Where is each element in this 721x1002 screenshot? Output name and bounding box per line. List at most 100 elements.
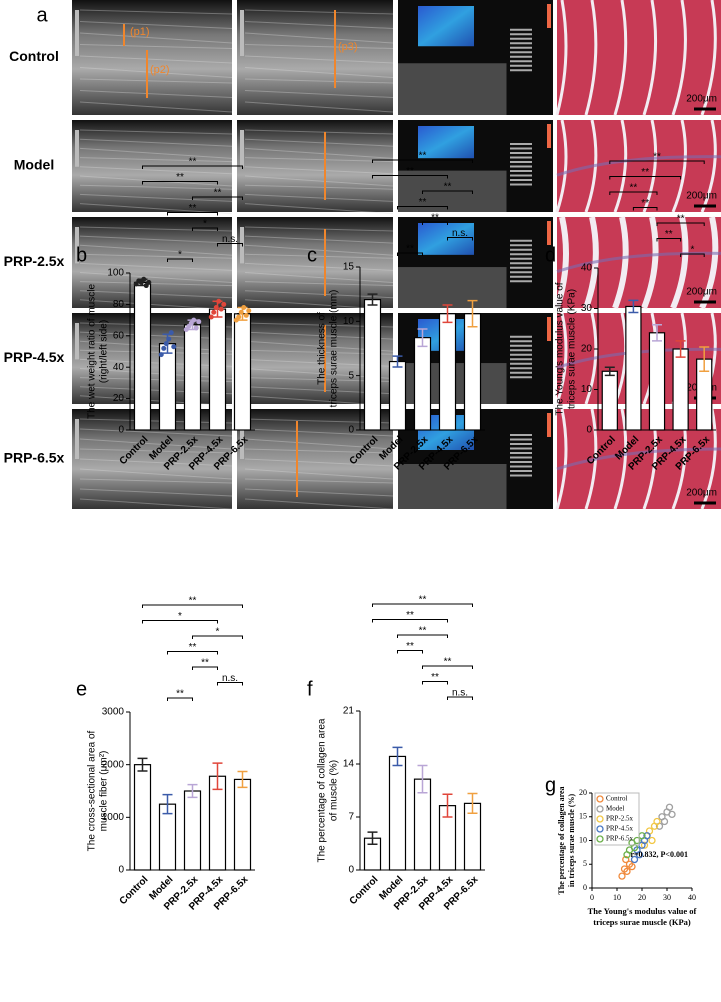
error-bar [187, 783, 198, 799]
significance-bracket [422, 665, 473, 669]
significance-bracket [372, 175, 448, 179]
error-bar [137, 278, 148, 287]
elasto-readout [510, 456, 532, 459]
significance-bracket [422, 681, 448, 685]
texture [79, 368, 233, 379]
panel-letter: g [545, 774, 556, 796]
significance-label: ** [189, 157, 197, 168]
row-label: Model [14, 157, 54, 173]
y-tick-label: 20 [113, 393, 125, 404]
elasto-readout [510, 474, 532, 477]
y-axis-label: The percentage of collagen area [557, 786, 566, 894]
elasto-readout [510, 60, 532, 63]
annotation: (p2) [150, 64, 170, 76]
row-label: PRP-6.5x [4, 450, 65, 466]
x-tick-label: 20 [638, 893, 646, 902]
scatter-point [630, 855, 639, 864]
significance-bracket [609, 191, 658, 195]
elasto-readout [510, 244, 532, 247]
texture [79, 193, 233, 202]
error-bar [392, 355, 403, 368]
texture [79, 184, 233, 190]
elasto-roi [418, 126, 474, 159]
bar [183, 790, 202, 871]
significance-label: ** [665, 229, 673, 240]
elasto-readout [510, 362, 532, 365]
fiber-gap [613, 0, 628, 116]
significance-label: ** [431, 213, 439, 224]
elasto-readout [510, 64, 532, 67]
significance-label: ** [419, 151, 427, 162]
texture [244, 21, 394, 29]
scale-bar-label: 200μm [686, 488, 717, 499]
legend-marker [596, 825, 604, 833]
scale-bar-label: 200μm [686, 94, 717, 105]
significance-label: ** [189, 642, 197, 653]
bar [388, 755, 407, 871]
fiber-gap [555, 312, 568, 405]
data-point [243, 312, 249, 318]
panel-letter: f [307, 678, 313, 700]
error-bar [652, 323, 662, 342]
data-point [236, 314, 242, 320]
significance-label: * [178, 250, 182, 261]
x-tick-label: Control [118, 874, 151, 907]
significance-label: ** [189, 596, 197, 607]
legend-marker [596, 835, 604, 843]
y-axis-label: The thickness of [317, 312, 328, 385]
data-point [218, 306, 224, 312]
bar [388, 360, 407, 431]
bar [413, 337, 432, 431]
elasto-bottom [398, 464, 507, 509]
texture [79, 395, 233, 407]
significance-label: ** [653, 152, 661, 163]
significance-label: n.s. [222, 673, 238, 684]
row-label: PRP-4.5x [4, 349, 65, 365]
y-tick-label: 80 [113, 299, 125, 310]
fiber-gap [699, 216, 719, 310]
data-point [211, 309, 217, 315]
panel-letter: c [307, 244, 317, 266]
legend-marker [596, 815, 604, 823]
significance-label: n.s. [222, 234, 238, 245]
significance-bracket [397, 206, 448, 210]
bar [625, 305, 642, 431]
elasto-readout [510, 170, 532, 172]
scatter-point [668, 810, 676, 819]
texture [79, 349, 233, 355]
elasto-readout [510, 371, 532, 374]
y-tick-label: 40 [581, 263, 593, 274]
texture [79, 458, 233, 467]
significance-bracket [656, 238, 682, 242]
significance-bracket [447, 696, 473, 700]
texture [244, 253, 394, 259]
legend-box [594, 792, 640, 846]
elasto-bottom [398, 63, 507, 115]
significance-bracket [192, 227, 218, 231]
elasto-readout [510, 465, 532, 468]
error-bar [417, 764, 428, 794]
texture [79, 488, 233, 497]
error-bar [237, 770, 248, 789]
elasto-readout [510, 376, 532, 379]
bar [208, 775, 227, 871]
texture [79, 226, 233, 232]
y-axis-label: of muscle (%) [329, 760, 340, 821]
texture [79, 55, 233, 64]
texture [244, 166, 394, 175]
texture [244, 272, 394, 283]
significance-bracket [422, 221, 448, 225]
elasto-readout [510, 33, 532, 36]
row-label: Control [9, 48, 59, 64]
significance-bracket [397, 650, 423, 654]
elasto-readout [510, 174, 532, 177]
significance-bracket [397, 252, 423, 256]
annotation: (p1) [130, 26, 150, 38]
texture [79, 32, 233, 44]
fiber-gap [670, 216, 689, 310]
texture [244, 488, 394, 497]
elasto-readout [510, 248, 532, 251]
texture [79, 377, 233, 383]
fiber-gap [613, 119, 628, 213]
